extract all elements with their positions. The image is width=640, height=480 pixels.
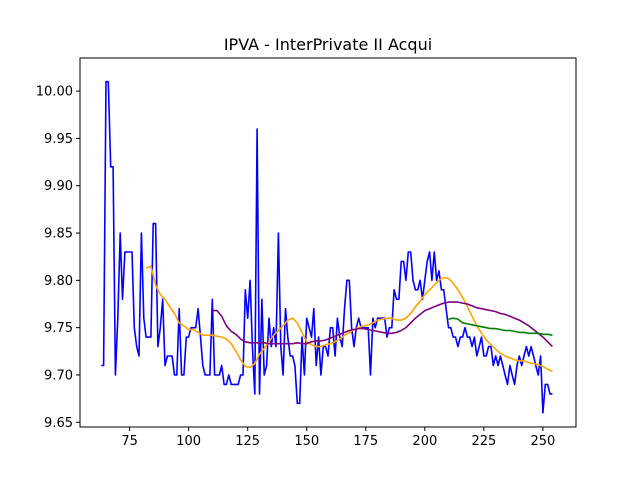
x-tick-label-3: 150 — [294, 434, 319, 449]
x-tick-label-1: 100 — [176, 434, 201, 449]
x-tick-label-2: 125 — [235, 434, 260, 449]
y-tick-label-0: 9.65 — [44, 416, 73, 431]
x-tick-label-7: 250 — [531, 434, 556, 449]
x-tick-label-0: 75 — [121, 434, 138, 449]
y-tick-label-5: 9.90 — [44, 179, 73, 194]
y-tick-label-4: 9.85 — [44, 227, 73, 242]
y-tick-label-1: 9.70 — [44, 368, 73, 383]
x-tick-label-4: 175 — [353, 434, 378, 449]
y-tick-label-3: 9.80 — [44, 274, 73, 289]
y-tick-label-7: 10.00 — [36, 85, 73, 100]
x-tick-label-5: 200 — [412, 434, 437, 449]
chart-title: IPVA - InterPrivate II Acqui — [224, 35, 432, 54]
y-tick-label-2: 9.75 — [44, 321, 73, 336]
y-tick-label-6: 9.95 — [44, 132, 73, 147]
x-tick-label-6: 225 — [471, 434, 496, 449]
